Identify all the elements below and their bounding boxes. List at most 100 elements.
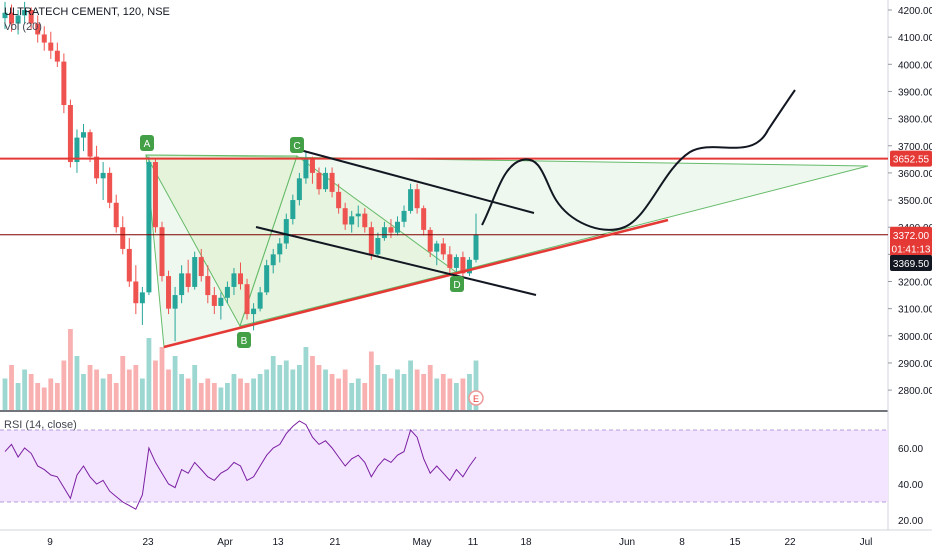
volume-bar xyxy=(355,378,361,410)
volume-bar xyxy=(440,374,446,410)
price-badge xyxy=(890,255,932,272)
candle-body xyxy=(139,292,145,304)
candle-body xyxy=(244,284,250,315)
candle-body xyxy=(453,257,459,268)
candle-body xyxy=(133,281,139,304)
volume-bar xyxy=(368,351,374,410)
price-tick-label: 2900.00 xyxy=(898,359,932,370)
candle-body xyxy=(323,172,329,190)
price-tick-label: 3500.00 xyxy=(898,196,932,207)
volume-bar xyxy=(74,356,80,410)
volume-bar xyxy=(94,369,99,410)
volume-bar xyxy=(120,356,126,410)
volume-bar xyxy=(421,374,427,410)
candle-body xyxy=(421,208,427,230)
candle-body xyxy=(198,257,204,277)
volume-bar xyxy=(310,356,315,410)
volume-bar xyxy=(159,347,165,410)
volume-bar xyxy=(133,365,139,410)
candle-body xyxy=(414,189,420,209)
volume-bar xyxy=(48,378,54,410)
volume-bar xyxy=(205,378,211,410)
volume-bar xyxy=(427,365,433,410)
point-label-box xyxy=(290,137,304,153)
candle-body xyxy=(211,295,217,306)
time-tick-label: 11 xyxy=(468,537,479,548)
point-label-b: B xyxy=(241,336,248,347)
time-tick-label: Apr xyxy=(217,537,233,548)
volume-bar xyxy=(434,378,440,410)
candle-body xyxy=(381,227,387,239)
time-tick-label: 15 xyxy=(729,537,741,548)
candle-body xyxy=(362,213,368,228)
volume-bar xyxy=(473,360,479,410)
triangle-drawings[interactable] xyxy=(145,154,869,348)
volume-legend[interactable]: Vol (20) xyxy=(4,21,42,33)
volume-bar xyxy=(35,383,41,410)
volume-bar xyxy=(139,378,145,410)
price-badge xyxy=(890,240,932,257)
price-badge-label: 3652.55 xyxy=(893,155,930,166)
volume-bar xyxy=(61,360,67,410)
volume-bar xyxy=(192,365,198,410)
candle-body xyxy=(15,15,21,24)
rsi-series-line xyxy=(4,420,477,510)
volume-bar xyxy=(323,369,328,410)
price-tick-label: 3800.00 xyxy=(898,115,932,126)
volume-bar xyxy=(100,378,106,410)
candle-body xyxy=(22,10,28,16)
candle-body xyxy=(375,238,381,255)
volume-bar xyxy=(9,365,14,410)
volume-bar xyxy=(316,365,322,410)
candle-body xyxy=(41,34,47,43)
event-marker-label: E xyxy=(473,394,479,404)
volume-bar xyxy=(198,383,204,410)
point-labels[interactable]: A B C D E xyxy=(140,135,484,406)
price-tick-label: 3700.00 xyxy=(898,142,932,153)
volume-bar xyxy=(453,383,459,410)
price-badges: 3652.55 3372.00 01:41:13 3369.50 xyxy=(890,150,932,272)
price-tick-label: 3900.00 xyxy=(898,87,932,98)
candle-body xyxy=(473,234,479,260)
candle-body xyxy=(48,42,54,51)
volume-bar xyxy=(225,383,230,410)
time-tick-label: 9 xyxy=(47,537,53,548)
price-tick-label: 2800.00 xyxy=(898,386,932,397)
candle-body xyxy=(218,297,224,306)
rsi-legend[interactable]: RSI (14, close) xyxy=(4,419,77,431)
candle-body xyxy=(81,132,86,138)
price-tick-label: 4000.00 xyxy=(898,60,932,71)
candle-body xyxy=(264,265,270,293)
volume-bar xyxy=(22,369,28,410)
volume-bar xyxy=(408,360,413,410)
candle-body xyxy=(152,162,158,228)
candle-body xyxy=(2,12,8,19)
volume-bar xyxy=(238,378,243,410)
price-tick-label: 3000.00 xyxy=(898,332,932,343)
time-tick-label: 23 xyxy=(142,537,154,548)
price-badge-label: 01:41:13 xyxy=(892,244,931,255)
price-badge-label: 3369.50 xyxy=(893,259,930,270)
candle-body xyxy=(316,172,322,190)
trend-line-drawings[interactable] xyxy=(0,89,888,349)
candle-body xyxy=(94,156,100,179)
channel-upper-line xyxy=(299,149,535,214)
time-tick-label: 8 xyxy=(679,537,685,548)
rsi-band-fill xyxy=(0,430,888,502)
candle-body xyxy=(342,208,348,225)
volume-bar xyxy=(467,374,472,410)
candle-body xyxy=(355,213,361,217)
time-tick-label: 22 xyxy=(784,537,796,548)
candle-body xyxy=(113,202,119,228)
exchange: NSE xyxy=(147,6,170,18)
bcd-triangle-drawing xyxy=(239,155,458,327)
candle-body xyxy=(231,273,237,287)
price-badge xyxy=(890,226,932,243)
point-label-c: C xyxy=(293,141,300,152)
volume-bar xyxy=(15,383,21,410)
candle-body xyxy=(54,50,60,62)
volume-bar xyxy=(277,365,283,410)
title-separator: , xyxy=(141,6,148,18)
